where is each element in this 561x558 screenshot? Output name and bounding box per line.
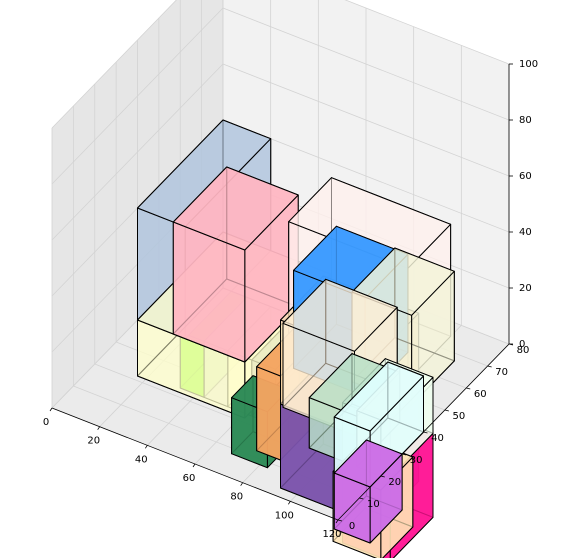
x-tick-label: 100	[275, 510, 294, 521]
y-tick-label: 0	[349, 521, 355, 532]
y-tick-label: 20	[388, 477, 401, 488]
y-tick-label: 60	[474, 389, 487, 400]
x-tick	[49, 407, 53, 412]
x-tick	[145, 445, 148, 449]
tick-labels: 0204060801001200102030405060708002040608…	[43, 59, 538, 540]
z-tick-label: 60	[519, 171, 532, 182]
x-tick-label: 0	[43, 417, 49, 428]
x-tick	[192, 463, 196, 468]
y-tick	[359, 497, 364, 500]
box-face-top	[137, 119, 272, 228]
x-tick	[288, 501, 291, 505]
box-face-front	[256, 366, 281, 461]
grid-z-back	[344, 0, 510, 65]
y-tick	[380, 475, 385, 478]
x-tick-label: 120	[322, 529, 341, 540]
y-tick	[487, 365, 492, 368]
y-tick-label: 50	[453, 411, 466, 422]
grid-z-left	[51, 7, 224, 185]
y-tick	[337, 519, 343, 522]
z-tick-label: 0	[519, 339, 525, 350]
x-tick-label: 60	[183, 473, 196, 484]
y-tick-label: 10	[367, 499, 380, 510]
box-21	[333, 439, 403, 544]
grid-z-left	[51, 0, 177, 129]
z-tick-label: 80	[519, 115, 532, 126]
z-tick-label: 100	[519, 59, 538, 70]
x-tick-label: 20	[87, 436, 100, 447]
grid-z-back	[222, 7, 510, 121]
z-tick-label: 20	[519, 283, 532, 294]
y-tick	[423, 431, 428, 434]
x-tick-label: 80	[230, 492, 243, 503]
box-face-top	[333, 361, 424, 432]
z-tick-label: 40	[519, 227, 532, 238]
x-tick-label: 40	[135, 454, 148, 465]
grid-z-back	[222, 63, 510, 177]
y-tick-label: 70	[495, 367, 508, 378]
grid-z-left	[51, 63, 224, 241]
axis-lines	[49, 63, 514, 524]
y-tick	[444, 409, 449, 412]
y-tick-label: 40	[431, 433, 444, 444]
y-tick-label: 30	[410, 455, 423, 466]
x-tick	[240, 482, 243, 486]
box-6	[172, 166, 299, 363]
box-face-top	[172, 166, 299, 251]
box-face-top	[282, 278, 398, 352]
y-tick	[402, 453, 407, 456]
data-boxes	[137, 119, 455, 558]
x-tick	[97, 426, 100, 430]
y-tick-label: 80	[517, 345, 530, 356]
y-tick	[466, 387, 471, 390]
x-tick	[335, 519, 339, 524]
